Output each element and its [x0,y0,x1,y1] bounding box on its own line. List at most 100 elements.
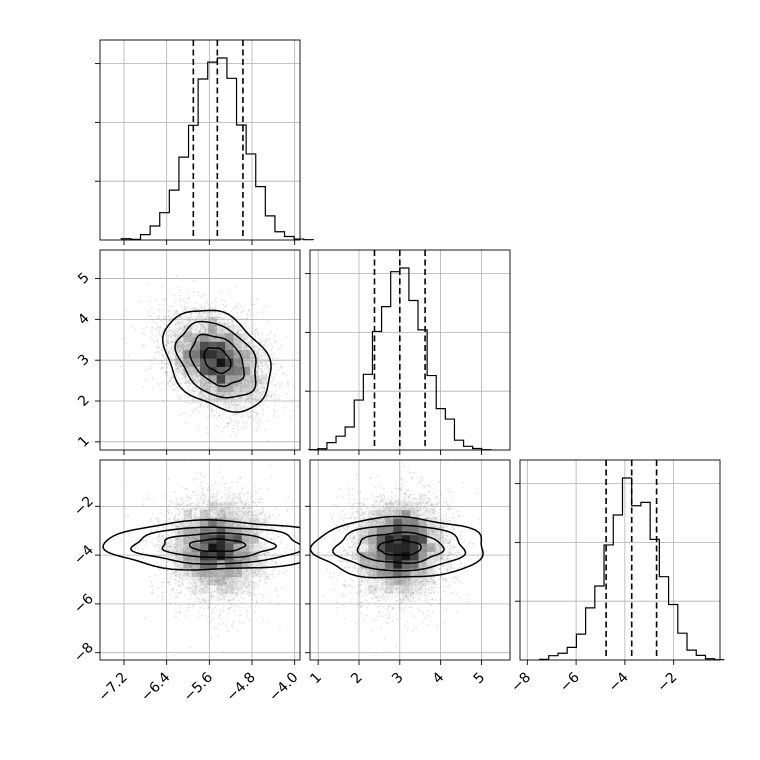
sample-point [255,421,258,424]
sample-point [242,347,245,350]
density-cell [208,383,217,392]
sample-point [245,358,248,361]
sample-point [252,380,255,383]
sample-point [238,347,241,349]
sample-point [169,556,172,559]
sample-point [248,387,251,389]
density-cell [183,316,192,326]
sample-point [194,601,197,603]
sample-point [251,361,253,364]
sample-point [253,570,256,573]
sample-point [210,398,213,401]
sample-point [256,356,259,358]
sample-point [198,330,200,333]
sample-point [168,309,171,312]
sample-point [231,320,234,323]
sample-point [199,324,202,326]
sample-point [242,388,245,390]
sample-point [219,611,222,614]
sample-point [235,384,238,387]
sample-point [256,360,259,363]
sample-point [180,322,183,325]
sample-point [213,396,216,398]
sample-point [192,324,195,326]
sample-point [194,408,197,411]
sample-point [236,328,239,331]
sample-point [180,365,182,368]
sample-point [251,392,254,395]
sample-point [226,323,229,325]
sample-point [254,397,257,400]
sample-point [188,320,191,323]
sample-point [219,326,221,329]
sample-point [291,364,294,367]
sample-point [232,404,235,407]
sample-point [230,399,233,402]
sample-point [205,381,208,384]
sample-point [210,312,213,315]
sample-point [256,366,259,368]
sample-point [243,360,246,363]
sample-point [213,384,216,387]
sample-point [251,359,254,362]
sample-point [248,341,250,344]
density-cell [216,366,226,376]
density-cell [233,333,242,342]
sample-point [184,377,187,380]
sample-point [209,405,212,408]
sample-point [202,581,204,584]
sample-point [243,332,246,335]
sample-point [243,385,245,388]
sample-point [204,331,207,333]
sample-point [168,384,171,387]
density-cell [175,316,184,326]
sample-point [169,316,172,319]
sample-point [184,577,187,580]
sample-point [226,323,229,326]
sample-point [244,384,247,387]
sample-point [204,398,207,401]
sample-point [206,431,209,434]
sample-point [176,367,179,370]
sample-point [285,335,288,338]
sample-point [233,343,236,346]
sample-point [154,357,156,360]
sample-point [244,380,247,383]
sample-point [253,385,256,387]
sample-point [178,369,181,372]
sample-point [243,590,246,593]
sample-point [252,361,255,364]
sample-point [151,377,154,380]
sample-point [236,384,239,387]
sample-point [219,329,222,331]
sample-point [243,344,246,347]
sample-point [164,315,167,318]
sample-point [250,402,253,404]
sample-point [240,344,243,347]
sample-point [183,345,186,348]
sample-point [268,338,271,341]
sample-point [193,307,196,310]
sample-point [256,371,259,374]
sample-point [219,329,222,332]
sample-point [187,396,190,399]
density-cell [200,383,209,392]
sample-point [158,330,160,333]
sample-point [280,366,283,369]
sample-point [213,398,216,401]
sample-point [245,345,247,347]
density-cell [225,358,234,367]
sample-point [275,389,277,392]
scatter-panel-0-frame [99,249,301,451]
sample-point [236,307,239,310]
sample-point [179,513,181,516]
sample-point [258,378,260,381]
sample-point [178,414,181,416]
sample-point [202,396,204,399]
sample-point [281,381,283,383]
sample-point [167,342,170,345]
sample-point [256,352,259,355]
sample-point [262,351,264,354]
sample-point [174,357,177,360]
sample-point [221,430,224,433]
